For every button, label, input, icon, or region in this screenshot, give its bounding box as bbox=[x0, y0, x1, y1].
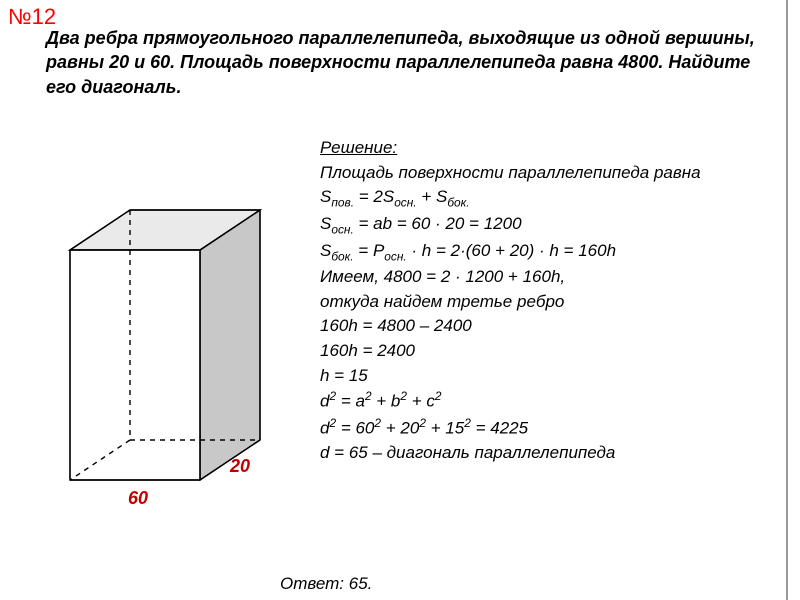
solution-line: откуда найдем третье ребро bbox=[320, 290, 780, 315]
edge-label-60: 60 bbox=[128, 488, 148, 509]
solution-line: Sбок. = Pосн. · h = 2·(60 + 20) · h = 16… bbox=[320, 239, 780, 266]
parallelepiped-figure: 60 20 bbox=[40, 180, 300, 520]
solution-line: Имеем, 4800 = 2 · 1200 + 160h, bbox=[320, 265, 780, 290]
solution-line: Sосн. = ab = 60 · 20 = 1200 bbox=[320, 212, 780, 239]
solution-lines: Площадь поверхности параллелепипеда равн… bbox=[320, 161, 780, 466]
front-face bbox=[70, 250, 200, 480]
problem-text: Два ребра прямоугольного параллелепипеда… bbox=[46, 26, 766, 99]
solution-line: Sпов. = 2Sосн. + Sбок. bbox=[320, 185, 780, 212]
answer: Ответ: 65. bbox=[280, 574, 372, 594]
edge-label-20: 20 bbox=[230, 456, 250, 477]
solution-line: d2 = a2 + b2 + c2 bbox=[320, 388, 780, 414]
solution-line: 160h = 2400 bbox=[320, 339, 780, 364]
slide-border bbox=[786, 0, 788, 600]
solution-line: 160h = 4800 – 2400 bbox=[320, 314, 780, 339]
solution-line: h = 15 bbox=[320, 364, 780, 389]
solution-line: d2 = 602 + 202 + 152 = 4225 bbox=[320, 415, 780, 441]
solution-block: Решение: Площадь поверхности параллелепи… bbox=[320, 136, 780, 466]
solution-header: Решение: bbox=[320, 136, 780, 161]
solution-line: Площадь поверхности параллелепипеда равн… bbox=[320, 161, 780, 186]
solution-line: d = 65 – диагональ параллелепипеда bbox=[320, 441, 780, 466]
parallelepiped-svg bbox=[40, 180, 300, 520]
